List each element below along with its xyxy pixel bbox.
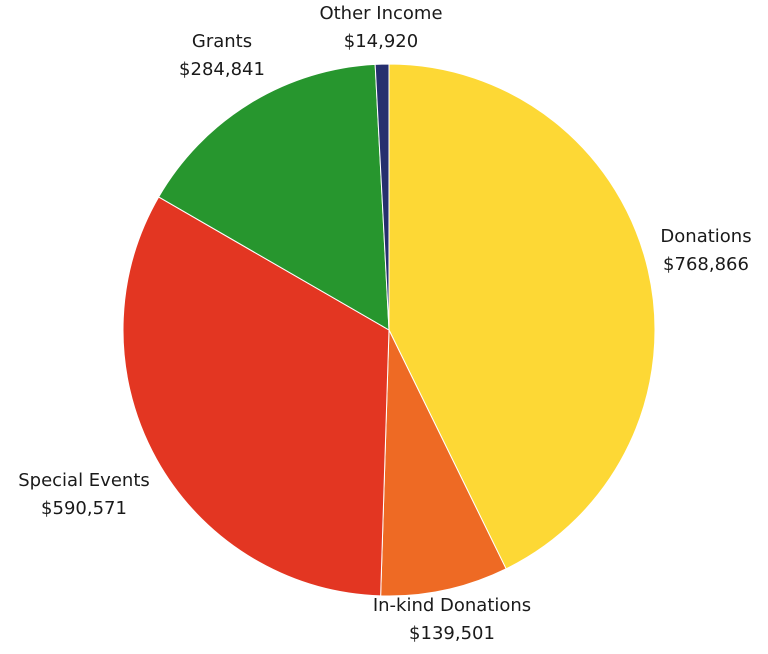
pie-slice-in-kind-donations — [380, 329, 507, 597]
pie-labels: Donations $768,866 In-kind Donations $139,5… — [18, 3, 751, 644]
slice-value-in-kind-donations: $139,501 — [409, 623, 495, 644]
slice-value-other-income: $14,920 — [344, 31, 418, 52]
pie-slice-special-events — [122, 196, 390, 597]
slice-value-donations: $768,866 — [663, 254, 749, 275]
slice-label-in-kind-donations: In-kind Donations — [373, 595, 531, 616]
slice-label-donations: Donations — [660, 226, 751, 247]
pie-slices — [122, 63, 656, 597]
pie-slice-donations — [388, 63, 656, 570]
slice-label-other-income: Other Income — [319, 3, 442, 24]
slice-label-grants: Grants — [192, 31, 252, 52]
slice-value-special-events: $590,571 — [41, 498, 127, 519]
slice-label-special-events: Special Events — [18, 470, 150, 491]
pie-slice-grants — [157, 63, 390, 331]
slice-value-grants: $284,841 — [179, 59, 265, 80]
pie-slice-other-income — [374, 63, 390, 331]
